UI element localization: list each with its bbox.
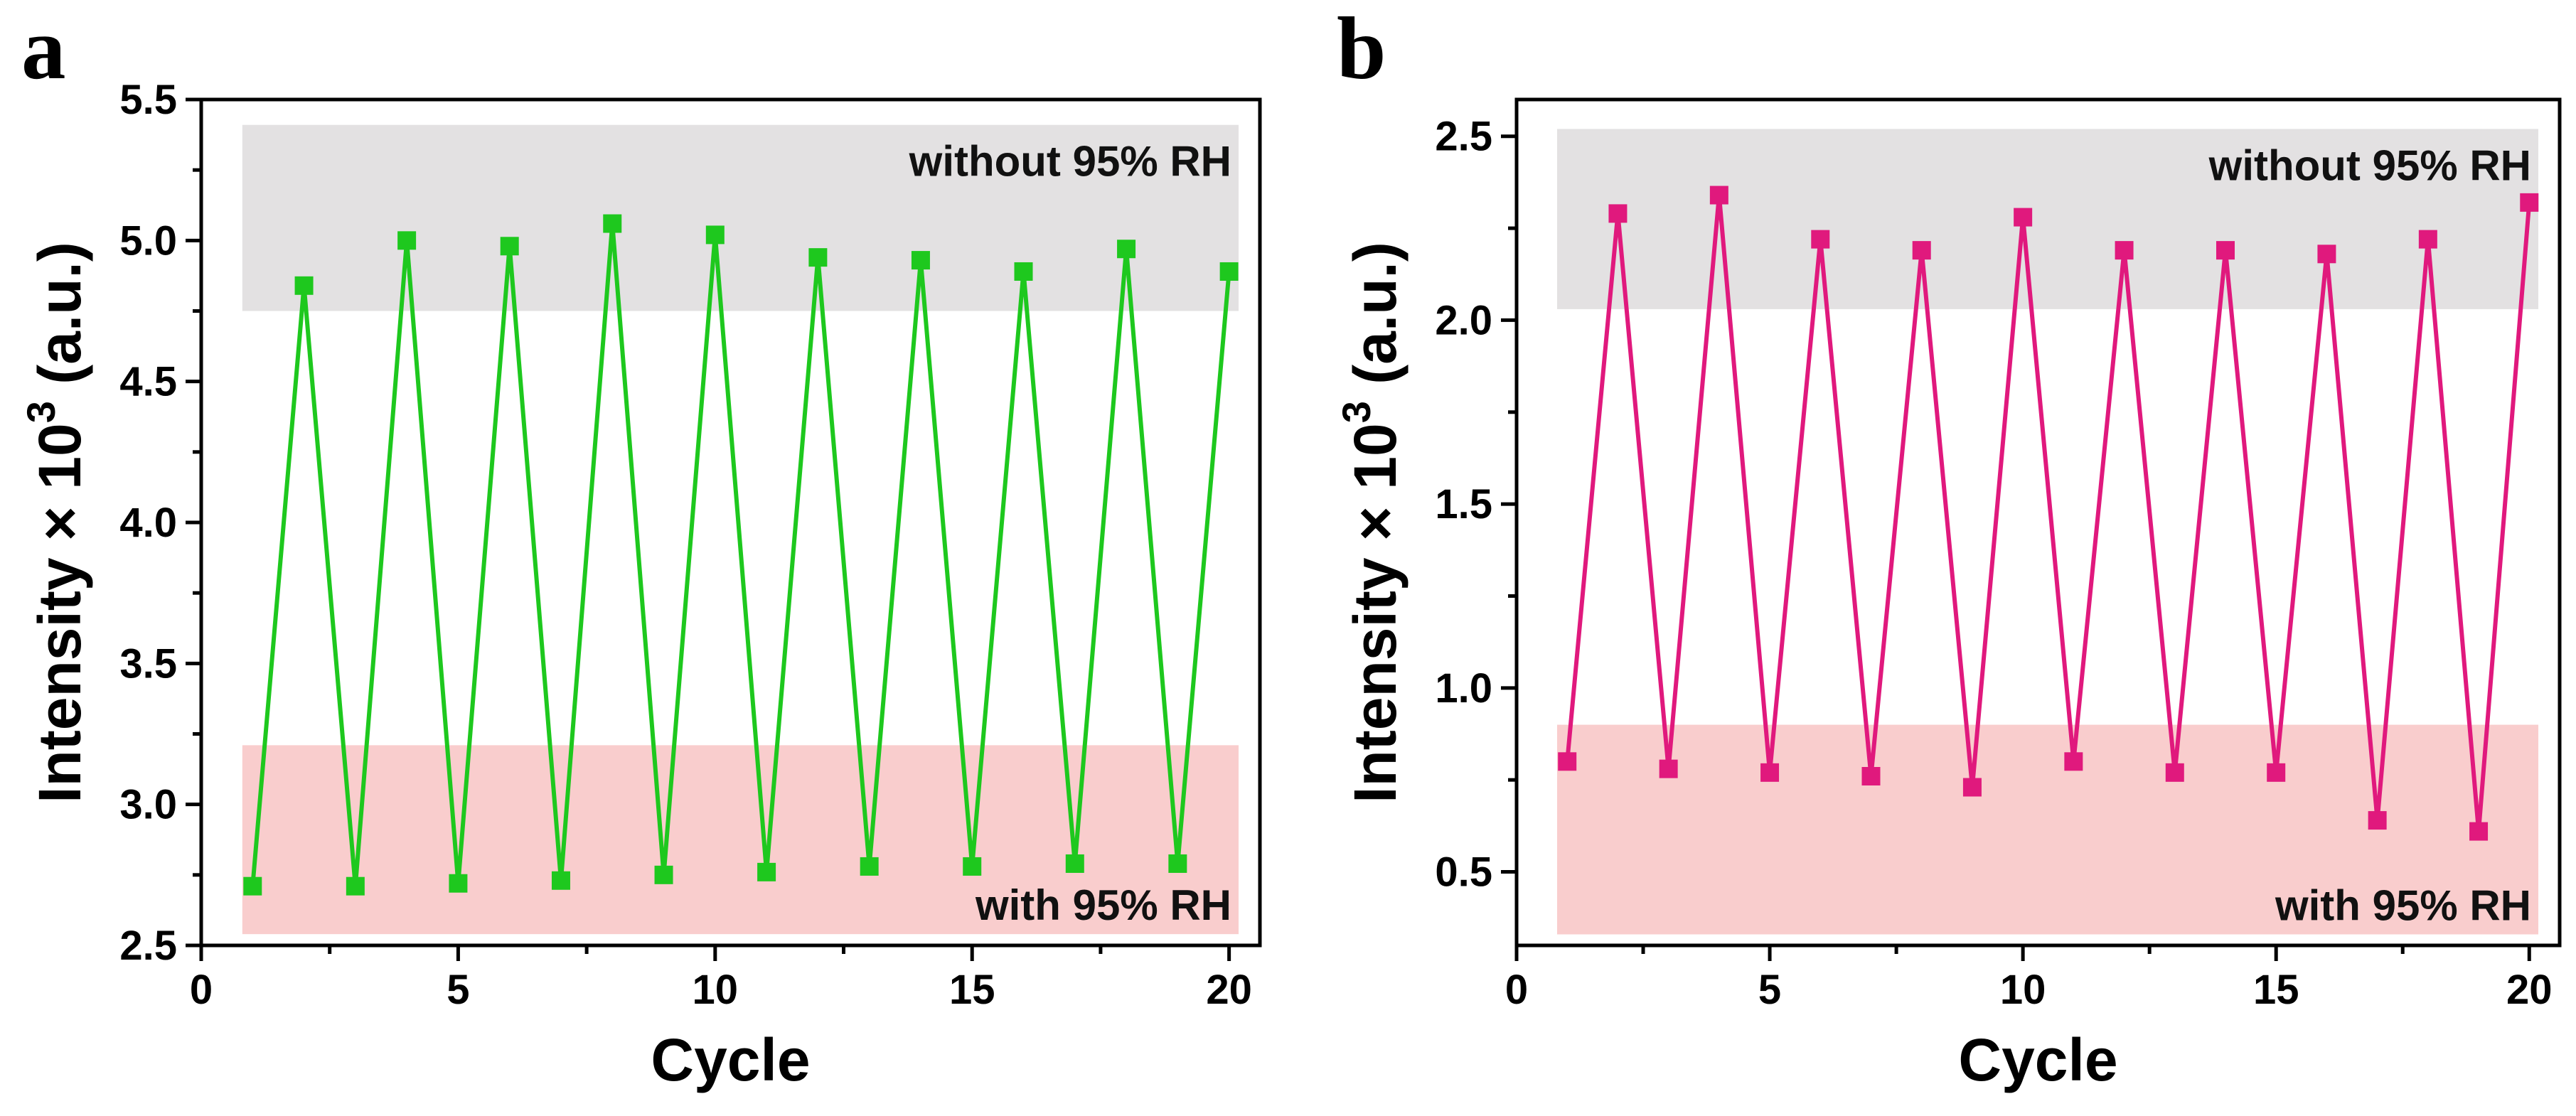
data-point: [1608, 204, 1628, 223]
data-point: [2469, 822, 2489, 841]
data-point: [1219, 262, 1239, 281]
chart-panel-b: b without 95% RH with 95% RH 0 5 10 15 20 0.5 1…: [1334, 0, 2562, 1093]
y-axis-title: Intensity × 103 (a.u.): [1334, 242, 1409, 803]
data-point: [346, 876, 365, 896]
data-point: [808, 248, 828, 267]
data-point: [1861, 767, 1881, 785]
band-label-without-rh: without 95% RH: [2208, 141, 2531, 189]
data-point: [757, 862, 776, 881]
y-axis-title-exponent: 3: [18, 401, 63, 423]
y-axis-title-unit: (a.u.): [26, 242, 93, 401]
data-point: [705, 225, 725, 245]
data-point: [1014, 262, 1033, 281]
y-tick-label: 4.5: [119, 359, 177, 405]
data-point: [2267, 763, 2286, 782]
y-tick-label: 2.5: [119, 923, 177, 969]
data-point: [2317, 245, 2336, 264]
y-tick-label: 0.5: [1435, 849, 1492, 896]
x-tick-label: 5: [447, 967, 469, 1013]
y-tick-label: 2.0: [1435, 297, 1492, 343]
data-point: [860, 857, 879, 876]
y-tick-label: 5.0: [119, 218, 177, 264]
data-point: [1558, 752, 1577, 771]
x-tick-label: 10: [693, 967, 739, 1013]
y-tick-label: 2.5: [1435, 114, 1492, 160]
band-label-without-rh: without 95% RH: [909, 138, 1231, 186]
data-point: [1117, 240, 1136, 259]
data-point: [1811, 230, 1830, 249]
x-tick-label: 15: [949, 967, 995, 1013]
data-point: [1709, 186, 1728, 205]
data-point: [1912, 241, 1931, 260]
x-tick-label: 20: [2506, 967, 2553, 1013]
data-point: [294, 276, 314, 295]
panel-label: b: [1337, 0, 1386, 98]
x-tick-label: 10: [2000, 967, 2046, 1013]
chart-panel-a: a without 95% RH with 95% RH 0 5 10 15 20 2.5 3…: [18, 0, 1262, 1093]
data-point: [1065, 854, 1084, 873]
plot-frame: [1514, 97, 2562, 948]
x-tick-label: 0: [1505, 967, 1528, 1013]
data-point: [963, 857, 982, 876]
data-point: [243, 876, 262, 896]
band-label-with-rh: with 95% RH: [2275, 881, 2531, 929]
data-point: [551, 871, 570, 890]
y-axis-title-main: Intensity × 10: [26, 423, 93, 803]
y-tick-label: 5.5: [119, 77, 177, 123]
x-tick-label: 15: [2253, 967, 2299, 1013]
data-point: [2418, 230, 2437, 249]
band-label-with-rh: with 95% RH: [975, 881, 1231, 929]
data-point: [1659, 759, 1678, 778]
data-point: [1168, 854, 1187, 873]
y-axis-title-unit: (a.u.): [1342, 242, 1409, 401]
series-line: [1565, 193, 2532, 834]
x-axis-title: Cycle: [651, 1026, 810, 1093]
y-tick-label: 3.5: [119, 640, 177, 687]
data-point: [603, 214, 622, 233]
data-point: [2165, 763, 2184, 782]
data-point: [1962, 778, 1982, 797]
data-point: [397, 231, 417, 250]
data-point: [2115, 241, 2134, 260]
y-tick-label: 1.0: [1435, 665, 1492, 712]
data-point: [449, 874, 468, 893]
x-tick-label: 20: [1206, 967, 1252, 1013]
data-point: [2520, 193, 2539, 212]
data-point: [911, 251, 930, 270]
x-axis-title: Cycle: [1958, 1026, 2117, 1093]
data-point: [2064, 752, 2083, 771]
x-tick-label: 0: [190, 967, 213, 1013]
x-tick-label: 5: [1758, 967, 1781, 1013]
data-point: [500, 237, 519, 256]
y-tick-label: 1.5: [1435, 481, 1492, 527]
data-point: [2014, 208, 2033, 227]
y-axis-title: Intensity × 103 (a.u.): [18, 242, 93, 803]
data-point: [1760, 763, 1780, 782]
y-axis-title-exponent: 3: [1334, 401, 1379, 423]
data-point: [654, 865, 673, 884]
y-tick-label: 4.0: [119, 500, 177, 546]
panel-label: a: [21, 0, 66, 98]
series-line: [250, 221, 1231, 889]
data-point: [2368, 811, 2387, 830]
y-axis-title-main: Intensity × 10: [1342, 423, 1409, 803]
y-tick-label: 3.0: [119, 782, 177, 828]
data-point: [2216, 241, 2235, 260]
